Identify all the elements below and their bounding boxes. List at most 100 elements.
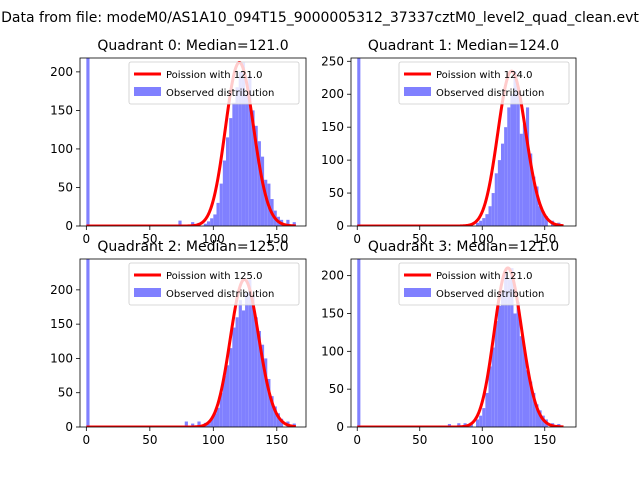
histogram-bar <box>292 222 296 226</box>
histogram-bar <box>535 404 539 427</box>
histogram-bar <box>245 94 249 226</box>
legend: Poission with 124.0 Observed distribution <box>398 61 570 105</box>
legend-observed-label: Observed distribution <box>166 88 274 99</box>
histogram-bar <box>510 268 514 427</box>
histogram-bar <box>501 143 505 226</box>
histogram-bar <box>357 259 361 427</box>
x-tick-label: 100 <box>202 232 225 246</box>
histogram-bar <box>526 370 530 427</box>
histogram-bar <box>529 153 533 226</box>
axes-frame <box>79 258 307 428</box>
histogram-bar <box>235 317 239 427</box>
axes-frame <box>350 57 577 227</box>
legend-poisson-label: Poission with 125.0 <box>166 271 262 282</box>
legend-box <box>398 61 570 105</box>
legend-box <box>128 262 300 306</box>
histogram-bar <box>210 218 214 226</box>
histogram-bar <box>210 418 214 427</box>
subplot-title: Quadrant 3: Median=121.0 <box>368 239 559 255</box>
histogram-bar <box>276 413 280 427</box>
x-tick-label: 100 <box>202 433 225 447</box>
histogram-bar <box>532 392 536 427</box>
y-tick-label: 150 <box>321 120 344 134</box>
subplot-quadrant-1: Quadrant 1: Median=124.0 0 50 100 150 0 50 100 1… <box>321 38 577 246</box>
y-tick-label: 0 <box>65 219 73 233</box>
histogram-bar <box>197 421 201 427</box>
histogram-bar <box>260 156 265 226</box>
subplot-title: Quadrant 1: Median=124.0 <box>368 38 559 54</box>
legend-box <box>128 61 300 105</box>
legend-poisson-label: Poission with 124.0 <box>436 70 532 81</box>
histogram-bar <box>241 62 246 226</box>
histogram-bar <box>488 366 492 427</box>
y-tick-label: 0 <box>336 219 344 233</box>
histogram-bar <box>213 413 217 427</box>
x-tick-label: 0 <box>353 433 361 447</box>
x-tick-label: 0 <box>83 232 91 246</box>
y-tick-label: 100 <box>321 344 344 358</box>
y-tick-label: 150 <box>321 306 344 320</box>
histogram-bar <box>254 317 258 427</box>
histogram-bar <box>497 305 501 427</box>
histogram-bar <box>538 410 542 427</box>
subplot-quadrant-0: Quadrant 0: Median=121.0 0 50 100 150 0 50 100 1… <box>50 38 307 246</box>
histogram-bar <box>235 87 239 226</box>
x-tick-label: 150 <box>533 232 556 246</box>
legend-observed-label: Observed distribution <box>436 289 544 300</box>
histogram-bar <box>254 125 258 226</box>
legend: Poission with 125.0 Observed distribution <box>128 262 300 306</box>
histogram-bar <box>216 407 220 427</box>
y-tick-label: 0 <box>65 420 73 434</box>
y-tick-label: 200 <box>50 283 73 297</box>
histogram-bar <box>216 202 220 226</box>
histogram-bar <box>476 222 480 226</box>
histogram-bar <box>519 133 523 226</box>
legend: Poission with 121.0 Observed distribution <box>398 262 570 306</box>
histogram-bar <box>513 313 517 427</box>
histogram-bar <box>491 193 495 226</box>
y-tick-label: 150 <box>50 317 73 331</box>
y-tick-label: 200 <box>321 87 344 101</box>
y-tick-label: 150 <box>50 103 73 117</box>
histogram-bar <box>229 348 233 427</box>
legend-observed-label: Observed distribution <box>166 289 274 300</box>
histogram-bar <box>532 176 536 226</box>
histogram-bar <box>206 423 211 427</box>
histogram-bar <box>357 58 361 226</box>
x-tick-label: 150 <box>265 433 288 447</box>
histogram-bar <box>86 58 90 226</box>
subplot-quadrant-2: Quadrant 2: Median=125.0 0 50 100 150 0 50 100 1… <box>50 239 307 447</box>
histogram-bar <box>251 296 255 427</box>
histogram-bar <box>238 300 242 427</box>
histogram-bar <box>519 336 523 427</box>
histogram-bar <box>222 375 227 427</box>
histogram-bar <box>286 219 290 226</box>
histogram-bar <box>535 186 539 226</box>
histogram-bar <box>538 206 542 226</box>
x-tick-label: 50 <box>412 232 427 246</box>
histogram-bar <box>206 221 211 226</box>
figure-suptitle: Data from file: modeM0/AS1A10_094T15_900… <box>1 10 639 26</box>
legend-poisson-label: Poission with 121.0 <box>436 271 532 282</box>
y-tick-label: 50 <box>58 180 73 194</box>
x-tick-label: 0 <box>353 232 361 246</box>
axes-frame <box>79 57 307 227</box>
subplot-title: Quadrant 2: Median=125.0 <box>97 239 288 255</box>
histogram-bar <box>522 123 526 226</box>
histogram-bar <box>447 423 451 427</box>
histogram-bar <box>516 302 520 427</box>
histogram-bar <box>248 75 252 226</box>
y-tick-label: 200 <box>321 269 344 283</box>
x-tick-label: 50 <box>142 232 157 246</box>
subplot-title: Quadrant 0: Median=121.0 <box>97 38 288 54</box>
legend-observed-swatch <box>404 288 431 297</box>
histogram-bar <box>86 259 90 427</box>
histogram-bar <box>273 406 277 427</box>
histogram-bar <box>260 344 265 427</box>
histogram-bar <box>513 71 517 226</box>
histogram-bar <box>232 327 236 427</box>
y-tick-label: 0 <box>336 420 344 434</box>
histogram-bar <box>184 421 188 427</box>
histogram-bar <box>510 94 514 226</box>
